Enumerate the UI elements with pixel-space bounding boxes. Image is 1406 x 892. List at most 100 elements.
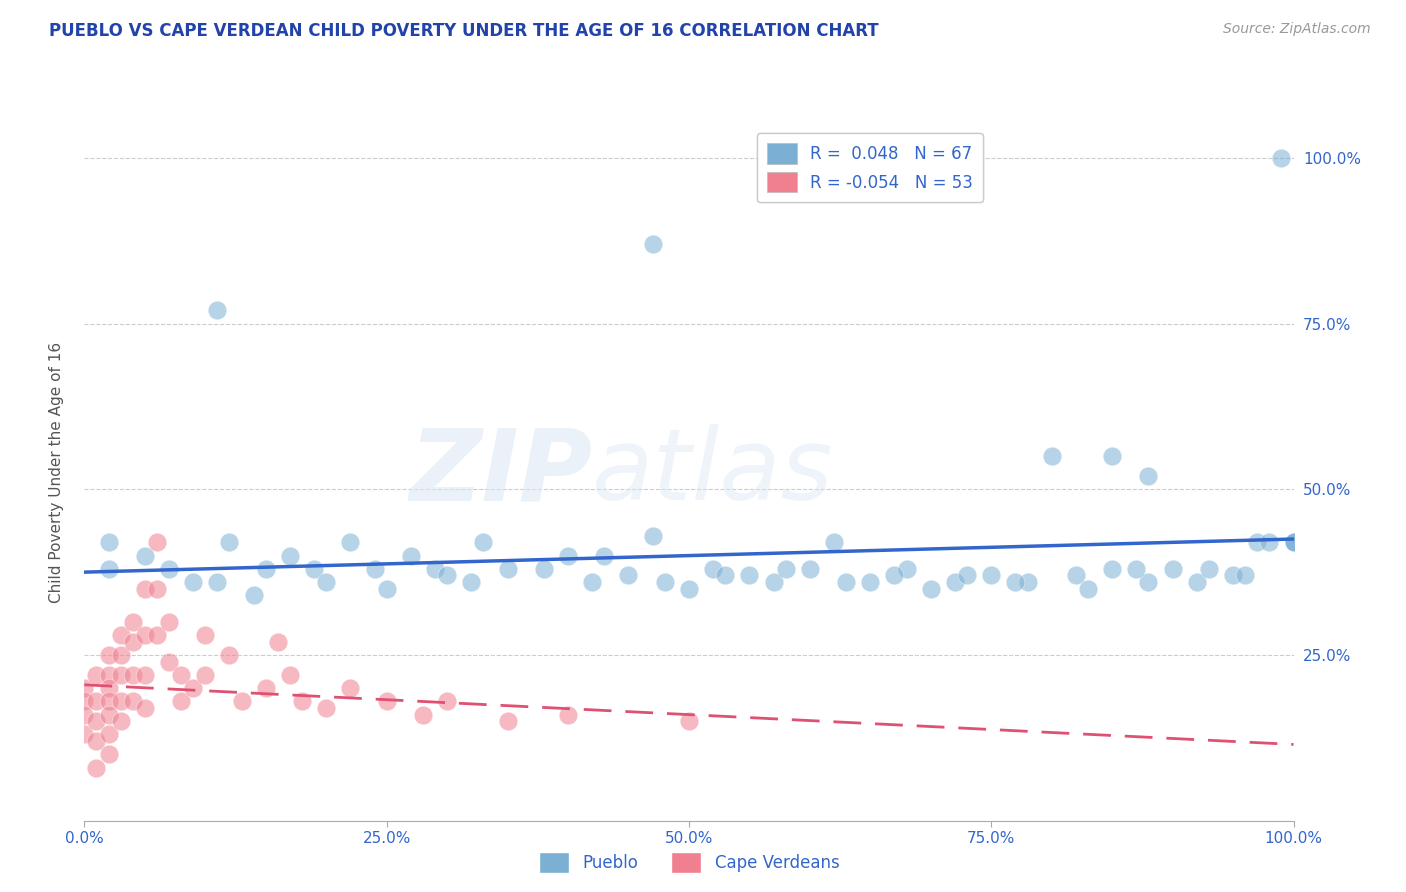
Point (1064, 568, 1087, 582)
Point (1234, 568, 1257, 582)
Point (1258, 535, 1281, 549)
Point (110, 694, 132, 708)
Point (654, 575, 676, 590)
Point (363, 562, 385, 576)
Point (170, 694, 193, 708)
Point (896, 562, 918, 576)
Point (1101, 562, 1123, 576)
Point (1282, 535, 1305, 549)
Point (110, 648, 132, 662)
Point (557, 549, 579, 563)
Point (121, 615, 143, 629)
Point (1004, 575, 1026, 590)
Point (278, 668, 301, 682)
Point (423, 562, 446, 576)
Point (157, 562, 180, 576)
Point (157, 615, 180, 629)
Point (242, 588, 264, 602)
Point (617, 568, 640, 582)
Point (339, 681, 361, 695)
Point (73, 727, 96, 741)
Text: atlas: atlas (592, 425, 834, 521)
Point (1040, 449, 1063, 463)
Point (799, 562, 821, 576)
Point (110, 714, 132, 729)
Point (302, 562, 325, 576)
Point (86, 694, 108, 708)
Point (920, 582, 942, 596)
Text: ZIP: ZIP (409, 425, 592, 521)
Point (194, 628, 217, 642)
Point (1125, 562, 1147, 576)
Point (110, 668, 132, 682)
Point (436, 568, 458, 582)
Point (73, 681, 96, 695)
Point (339, 535, 361, 549)
Point (157, 655, 180, 669)
Point (641, 529, 664, 543)
Point (134, 549, 156, 563)
Point (97, 707, 120, 722)
Point (496, 714, 519, 729)
Point (533, 562, 555, 576)
Point (181, 681, 204, 695)
Point (86, 668, 108, 682)
Point (436, 694, 458, 708)
Point (315, 701, 337, 715)
Point (1185, 575, 1208, 590)
Text: Source: ZipAtlas.com: Source: ZipAtlas.com (1223, 22, 1371, 37)
Point (207, 303, 229, 318)
Point (1282, 535, 1305, 549)
Point (581, 575, 603, 590)
Point (97, 694, 120, 708)
Point (146, 535, 169, 549)
Point (278, 549, 301, 563)
Point (496, 562, 519, 576)
Point (1017, 575, 1039, 590)
Point (1282, 535, 1305, 549)
Point (943, 575, 966, 590)
Point (1222, 568, 1244, 582)
Point (1270, 151, 1292, 165)
Point (73, 707, 96, 722)
Point (1137, 469, 1160, 483)
Point (97, 727, 120, 741)
Point (267, 634, 290, 648)
Point (859, 575, 882, 590)
Point (678, 582, 700, 596)
Point (97, 648, 120, 662)
Point (1137, 575, 1160, 590)
Point (775, 562, 797, 576)
Point (1246, 535, 1268, 549)
Point (412, 707, 434, 722)
Point (231, 694, 253, 708)
Point (110, 628, 132, 642)
Point (194, 668, 217, 682)
Point (97, 562, 120, 576)
Point (254, 681, 277, 695)
Point (702, 562, 724, 576)
Point (207, 575, 229, 590)
Point (86, 734, 108, 748)
Point (121, 694, 143, 708)
Point (315, 575, 337, 590)
Point (593, 549, 616, 563)
Point (714, 568, 737, 582)
Point (460, 575, 482, 590)
Point (218, 535, 240, 549)
Point (146, 582, 169, 596)
Point (399, 549, 422, 563)
Point (557, 707, 579, 722)
Legend: R =  0.048   N = 67, R = -0.054   N = 53: R = 0.048 N = 67, R = -0.054 N = 53 (756, 133, 983, 202)
Point (73, 694, 96, 708)
Y-axis label: Child Poverty Under the Age of 16: Child Poverty Under the Age of 16 (49, 343, 63, 603)
Point (883, 568, 905, 582)
Point (738, 568, 761, 582)
Point (291, 694, 314, 708)
Point (97, 535, 120, 549)
Point (134, 628, 156, 642)
Point (980, 568, 1002, 582)
Point (86, 714, 108, 729)
Point (146, 628, 169, 642)
Point (134, 582, 156, 596)
